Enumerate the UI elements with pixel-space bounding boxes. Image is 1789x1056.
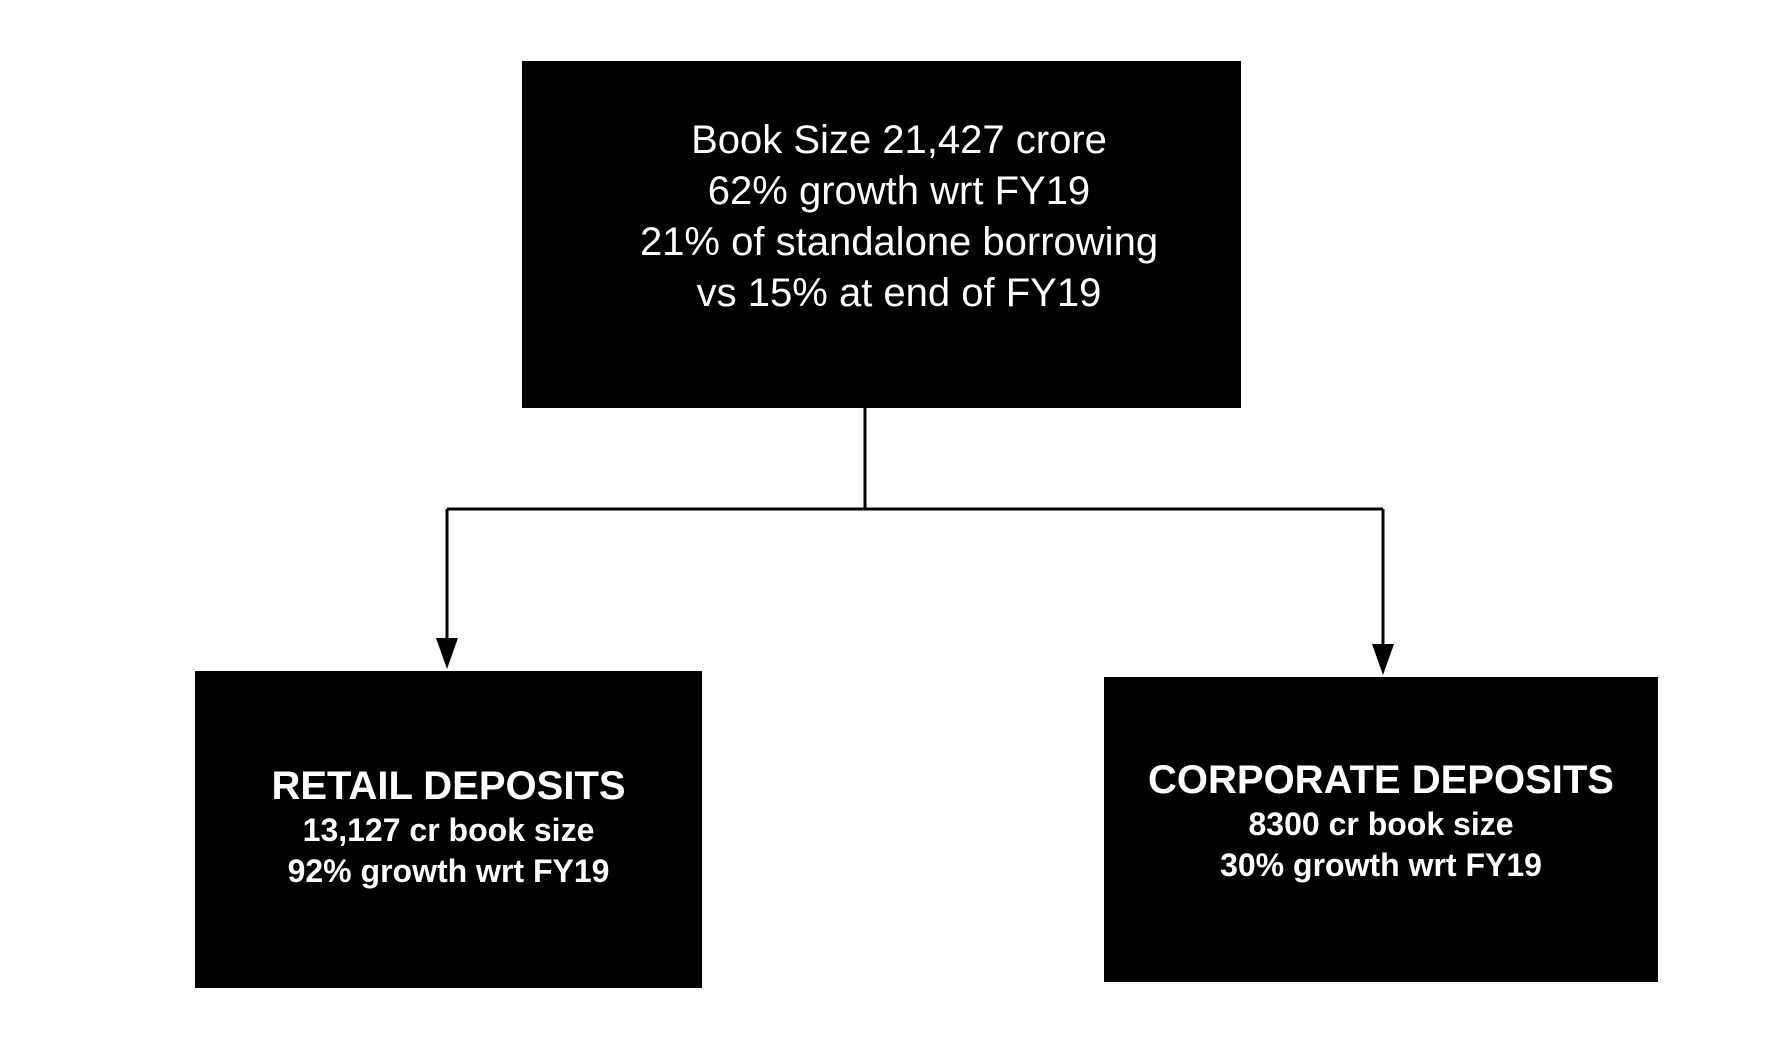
retail-deposits-box: RETAIL DEPOSITS 13,127 cr book size 92% … xyxy=(195,671,702,988)
comparison-line: vs 15% at end of FY19 xyxy=(696,271,1102,315)
retail-growth: 92% growth wrt FY19 xyxy=(287,853,610,889)
corporate-growth: 30% growth wrt FY19 xyxy=(1220,847,1542,883)
standalone-borrowing-line: 21% of standalone borrowing xyxy=(639,220,1159,264)
corporate-book-size: 8300 cr book size xyxy=(1248,806,1514,842)
corporate-deposits-box: CORPORATE DEPOSITS 8300 cr book size 30%… xyxy=(1104,677,1658,982)
corporate-deposits-title: CORPORATE DEPOSITS xyxy=(1148,758,1614,802)
right-arrowhead xyxy=(1372,644,1394,675)
book-size-line: Book Size 21,427 crore xyxy=(691,118,1107,162)
left-arrowhead xyxy=(436,638,458,669)
retail-book-size: 13,127 cr book size xyxy=(302,812,595,848)
book-size-box: Book Size 21,427 crore 62% growth wrt FY… xyxy=(522,61,1241,408)
growth-line: 62% growth wrt FY19 xyxy=(707,169,1091,213)
retail-deposits-title: RETAIL DEPOSITS xyxy=(271,764,626,808)
